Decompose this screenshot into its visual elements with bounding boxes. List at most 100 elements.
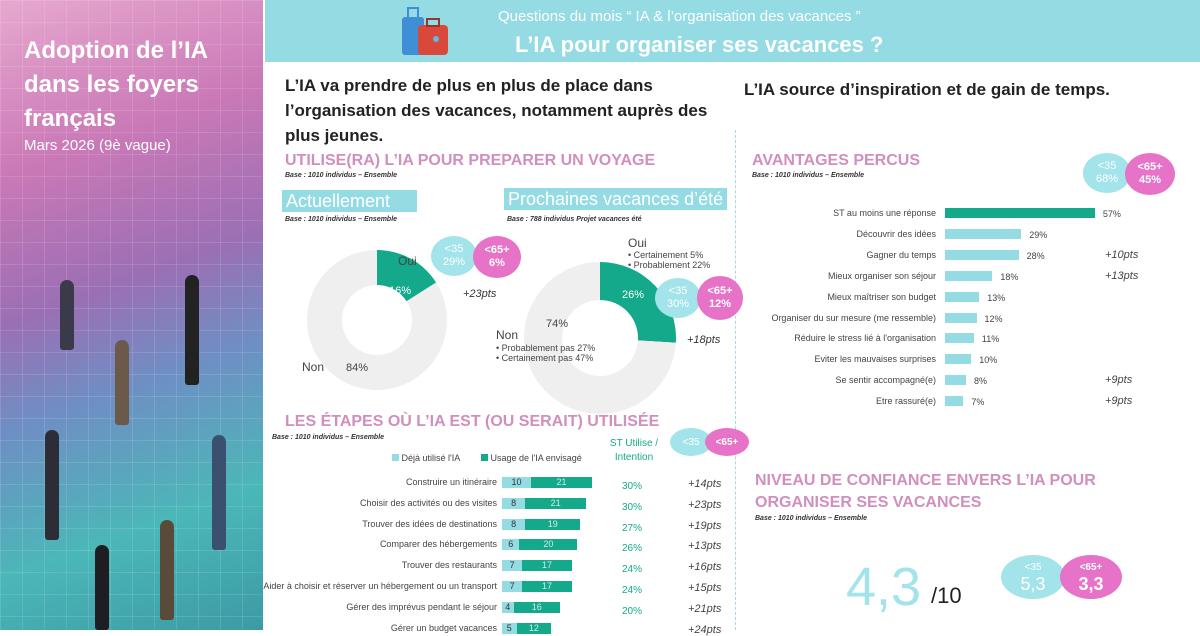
value-label: 8% bbox=[974, 376, 988, 387]
divider bbox=[735, 130, 736, 630]
bar-envisage: 21 bbox=[531, 477, 592, 488]
donut1-slice-non bbox=[307, 249, 448, 390]
bar-deja: 8 bbox=[502, 518, 526, 530]
base-note: Base : 1010 individus – Ensemble bbox=[285, 216, 398, 223]
st-value: 30% bbox=[622, 481, 643, 492]
legend-swatch bbox=[392, 454, 399, 461]
bar-avantage bbox=[945, 333, 974, 344]
st-value: 20% bbox=[622, 605, 643, 617]
legend-label: Usage de l'IA envisagé bbox=[490, 453, 582, 463]
base-note: Base : 1010 individus – Ensemble bbox=[272, 434, 385, 441]
bubble-value: 45% bbox=[1138, 174, 1162, 186]
suitcase-icon bbox=[402, 7, 448, 55]
bar-avantage bbox=[945, 208, 1095, 218]
bar-envisage: 17 bbox=[522, 581, 572, 592]
donut1-slice-oui bbox=[377, 250, 437, 302]
header-banner: Questions du mois “ IA & l’organisation … bbox=[265, 0, 1200, 62]
category-label: Gagner du temps bbox=[866, 249, 936, 260]
diff-pts: +9pts bbox=[1105, 395, 1133, 408]
bubble-over65: <65+ 6% bbox=[473, 236, 521, 278]
diff-pts: +14pts bbox=[688, 478, 722, 490]
bubble-label: <35 bbox=[668, 285, 688, 297]
st-value: 30% bbox=[622, 501, 643, 513]
bar-envisage: 21 bbox=[525, 497, 587, 509]
cover-subtitle: Mars 2026 (9è vague) bbox=[24, 137, 171, 154]
cover-panel: Adoption de l’IA dans les foyers françai… bbox=[0, 0, 263, 630]
category-label: Réduire le stress lié à l'organisation bbox=[794, 333, 936, 344]
bar-avantage bbox=[945, 312, 977, 323]
person-illustration bbox=[212, 435, 226, 550]
confidence-score: 4,3 bbox=[846, 557, 922, 617]
legend-swatch bbox=[481, 454, 488, 461]
diff-pts: +15pts bbox=[688, 582, 722, 594]
section-title-confiance: NIVEAU DE CONFIANCE ENVERS L’IA POUR ORG… bbox=[755, 472, 1096, 511]
donut1-non-label: Non bbox=[302, 360, 325, 374]
diff-pts: +18pts bbox=[687, 334, 721, 346]
bubble-under35: <35 68% bbox=[1083, 153, 1131, 193]
diff-pts: +13pts bbox=[1105, 269, 1139, 282]
category-label: Eviter les mauvaises surprises bbox=[814, 354, 936, 365]
bar-envisage: 20 bbox=[519, 539, 578, 551]
bubble-label: <65+ bbox=[1137, 161, 1163, 173]
section-title-avantages: AVANTAGES PERCUS bbox=[752, 152, 921, 169]
base-note: Base : 1010 individus – Ensemble bbox=[752, 172, 865, 179]
category-label: Choisir des activités ou des visites bbox=[359, 497, 497, 508]
detail-text: Certainement pas 47% bbox=[501, 353, 594, 363]
donut2-non-value: 74% bbox=[546, 318, 569, 330]
donut2-slice-oui bbox=[600, 262, 677, 343]
person-illustration bbox=[95, 545, 109, 630]
bubble-value: 29% bbox=[442, 256, 466, 268]
detail-text: Probablement pas 27% bbox=[501, 343, 596, 353]
legend-envisage: Usage de l'IA envisagé bbox=[481, 453, 582, 463]
base-note: Base : 788 individus Projet vacances été bbox=[507, 216, 642, 223]
category-label: Organiser du sur mesure (me ressemble) bbox=[771, 312, 936, 323]
donut2-oui-detail: • Certainement 5% • Probablement 22% bbox=[628, 250, 711, 270]
diff-pts: +23pts bbox=[688, 498, 722, 511]
bar-deja: 7 bbox=[502, 581, 523, 592]
category-label: Découvrir des idées bbox=[856, 228, 936, 239]
header-question: Questions du mois “ IA & l’organisation … bbox=[498, 8, 861, 25]
diff-pts: +16pts bbox=[688, 561, 722, 574]
headline-left: L’IA va prendre de plus en plus de place… bbox=[285, 76, 708, 145]
detail-text: Certainement 5% bbox=[633, 250, 704, 260]
person-illustration bbox=[185, 275, 199, 385]
diff-pts: +13pts bbox=[688, 540, 722, 553]
category-label: Trouver des idées de destinations bbox=[362, 518, 497, 529]
bar-envisage: 16 bbox=[513, 601, 560, 613]
bar-deja: 8 bbox=[502, 497, 526, 509]
value-label: 18% bbox=[1000, 271, 1019, 282]
category-label: Se sentir accompagné(e) bbox=[835, 375, 936, 386]
donut1-non-value: 84% bbox=[346, 362, 369, 374]
legend-label: Déjà utilisé l'IA bbox=[401, 453, 461, 463]
bubble-over65: <65+ 3,3 bbox=[1060, 555, 1122, 599]
value-label: 7% bbox=[971, 397, 985, 408]
st-value: 24% bbox=[622, 585, 643, 596]
bubble-value: 6% bbox=[489, 257, 505, 269]
donut2-slice-non bbox=[524, 262, 676, 414]
bubble-over65: <65+ 12% bbox=[697, 276, 743, 320]
diff-pts: +9pts bbox=[1105, 374, 1133, 387]
value-label: 13% bbox=[987, 292, 1006, 303]
bubble-under35: <35 30% bbox=[655, 278, 701, 318]
headline-right: L’IA source d’inspiration et de gain de … bbox=[744, 80, 1110, 99]
header-title: L’IA pour organiser ses vacances ? bbox=[515, 32, 884, 57]
bubble-label: <65+ bbox=[707, 285, 733, 297]
category-label: Construire un itinéraire bbox=[405, 477, 497, 487]
category-label: Gérer des imprévus pendant le séjour bbox=[346, 601, 497, 612]
bar-avantage bbox=[945, 354, 972, 365]
st-value: 24% bbox=[622, 564, 643, 576]
confidence-scale: /10 bbox=[931, 583, 962, 608]
bubble-value: 68% bbox=[1095, 173, 1119, 185]
st-value: 27% bbox=[622, 522, 643, 534]
bubble-over65: <65+ bbox=[705, 428, 749, 456]
bubble-value: 30% bbox=[666, 298, 690, 310]
section-title-etapes: LES ÉTAPES OÙ L’IA EST (OU SERAIT) UTILI… bbox=[285, 413, 660, 430]
diff-pts: +21pts bbox=[688, 602, 722, 615]
bubble-label: <65+ bbox=[1079, 561, 1103, 573]
diff-pts: +19pts bbox=[688, 519, 722, 532]
person-illustration bbox=[160, 520, 174, 620]
donut2-oui-value: 26% bbox=[622, 289, 645, 301]
bar-avantage bbox=[945, 291, 980, 302]
st-header: ST Utilise / Intention bbox=[609, 438, 659, 463]
